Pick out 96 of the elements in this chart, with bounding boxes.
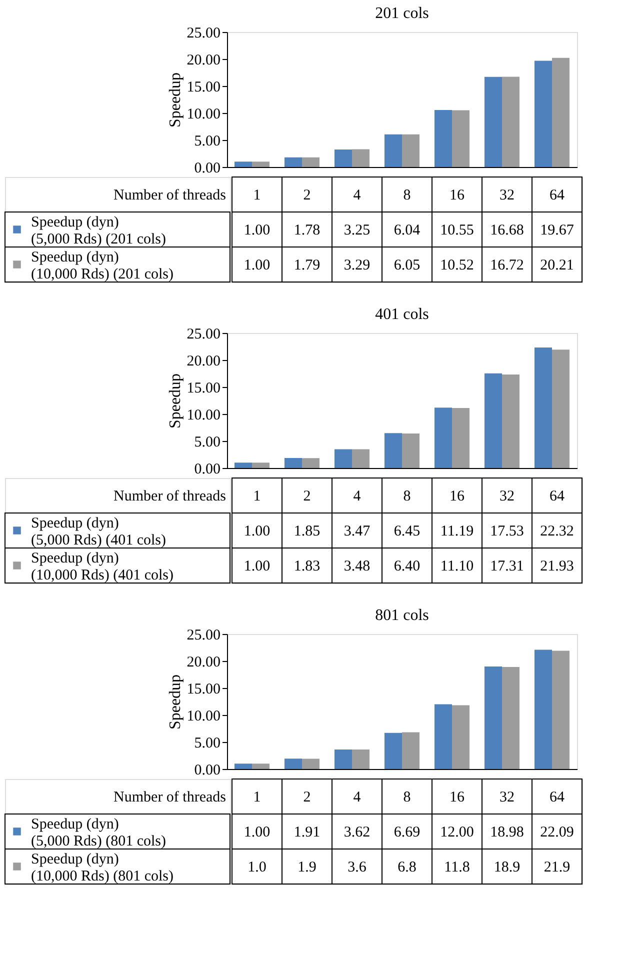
x-tick-label: 4 — [353, 488, 362, 504]
data-label: 18.9 — [494, 860, 520, 876]
y-axis-title: Speedup — [166, 72, 184, 128]
y-axis-title: Speedup — [166, 373, 184, 429]
data-label: 6.04 — [394, 222, 421, 238]
x-axis-title: Number of threads — [114, 188, 226, 204]
y-tick-label: 25.00 — [186, 26, 220, 42]
y-tick-label: 0.00 — [194, 160, 220, 176]
legend-label: Speedup (dyn) (5,000 Rds) (401 cols) — [31, 516, 166, 548]
y-tick-label: 5.00 — [194, 434, 220, 450]
y-tick-label: 5.00 — [194, 736, 220, 752]
x-tick-label: 1 — [253, 188, 261, 204]
x-tick-label: 8 — [403, 790, 411, 806]
data-label: 18.98 — [490, 824, 524, 840]
x-tick-label: 16 — [450, 188, 465, 204]
data-label: 10.52 — [440, 258, 474, 274]
legend-label: Speedup (dyn) (5,000 Rds) (201 cols) — [31, 214, 166, 248]
data-label: 12.00 — [440, 824, 474, 840]
data-label: 6.45 — [394, 524, 420, 540]
y-tick-label: 15.00 — [186, 682, 220, 698]
y-tick-label: 20.00 — [186, 354, 220, 370]
chart-title: 201 cols — [375, 5, 429, 22]
x-tick-label: 8 — [403, 488, 411, 504]
data-label: 6.40 — [394, 558, 420, 574]
data-label: 1.79 — [294, 258, 320, 274]
data-label: 3.29 — [344, 258, 370, 274]
x-tick-label: 2 — [303, 488, 311, 504]
x-axis-title: Number of threads — [114, 488, 226, 504]
data-label: 3.6 — [348, 860, 367, 876]
x-tick-label: 16 — [450, 488, 465, 504]
data-label: 1.00 — [244, 824, 270, 840]
x-tick-label: 64 — [550, 790, 565, 806]
y-tick-label: 0.00 — [194, 462, 220, 478]
data-label: 6.8 — [398, 860, 416, 876]
x-tick-label: 1 — [253, 488, 261, 504]
data-label: 16.72 — [490, 258, 524, 274]
y-tick-label: 10.00 — [186, 408, 220, 424]
chart-title: 801 cols — [375, 607, 429, 624]
x-tick-label: 32 — [500, 188, 514, 204]
y-tick-label: 20.00 — [186, 52, 220, 68]
y-tick-label: 5.00 — [194, 134, 220, 150]
legend-label: Speedup (dyn) (10,000 Rds) (201 cols) — [31, 250, 174, 282]
y-tick-label: 15.00 — [186, 80, 220, 96]
x-tick-label: 8 — [403, 188, 411, 204]
data-label: 1.00 — [244, 558, 270, 574]
data-label: 11.19 — [440, 524, 474, 540]
data-label: 19.67 — [540, 222, 574, 238]
x-tick-label: 2 — [303, 188, 311, 204]
legend-label: Speedup (dyn) (5,000 Rds) (801 cols) — [31, 816, 166, 850]
data-label: 6.69 — [394, 824, 420, 840]
data-label: 1.83 — [294, 558, 320, 574]
data-label: 1.00 — [244, 524, 270, 540]
x-tick-label: 32 — [500, 488, 514, 504]
chart-title: 401 cols — [375, 306, 429, 323]
data-label: 17.31 — [490, 558, 524, 574]
data-label: 11.8 — [444, 860, 470, 876]
y-tick-label: 25.00 — [186, 628, 220, 644]
data-label: 1.00 — [244, 222, 270, 238]
x-tick-label: 4 — [353, 790, 362, 806]
x-tick-label: 32 — [500, 790, 514, 806]
y-tick-label: 10.00 — [186, 708, 220, 724]
legend-label: Speedup (dyn) (10,000 Rds) (401 cols) — [31, 550, 174, 584]
x-tick-label: 4 — [353, 188, 362, 204]
data-label: 1.85 — [294, 524, 320, 540]
y-tick-label: 10.00 — [186, 106, 220, 122]
x-tick-label: 64 — [550, 188, 565, 204]
y-tick-label: 0.00 — [194, 762, 220, 778]
data-label: 1.78 — [294, 222, 320, 238]
data-label: 3.47 — [344, 524, 371, 540]
data-label: 3.48 — [344, 558, 370, 574]
x-tick-label: 2 — [303, 790, 311, 806]
data-label: 21.9 — [544, 860, 570, 876]
x-axis-title: Number of threads — [114, 790, 226, 806]
data-label: 6.05 — [394, 258, 420, 274]
data-label: 21.93 — [540, 558, 574, 574]
data-label: 22.32 — [540, 524, 574, 540]
data-label: 11.10 — [440, 558, 474, 574]
data-label: 1.9 — [298, 860, 316, 876]
data-label: 20.21 — [540, 258, 574, 274]
y-tick-label: 20.00 — [186, 654, 220, 670]
data-label: 1.91 — [294, 824, 320, 840]
x-tick-label: 16 — [450, 790, 465, 806]
data-label: 22.09 — [540, 824, 574, 840]
data-label: 1.00 — [244, 258, 270, 274]
data-label: 16.68 — [490, 222, 524, 238]
x-tick-label: 64 — [550, 488, 565, 504]
data-label: 3.25 — [344, 222, 370, 238]
data-label: 10.55 — [440, 222, 474, 238]
x-tick-label: 1 — [253, 790, 261, 806]
legend-label: Speedup (dyn) (10,000 Rds) (801 cols) — [31, 852, 174, 884]
y-tick-label: 15.00 — [186, 380, 220, 396]
data-label: 3.62 — [344, 824, 370, 840]
y-axis-title: Speedup — [166, 674, 184, 730]
data-label: 17.53 — [490, 524, 524, 540]
data-label: 1.0 — [248, 860, 266, 876]
y-tick-label: 25.00 — [186, 326, 220, 342]
